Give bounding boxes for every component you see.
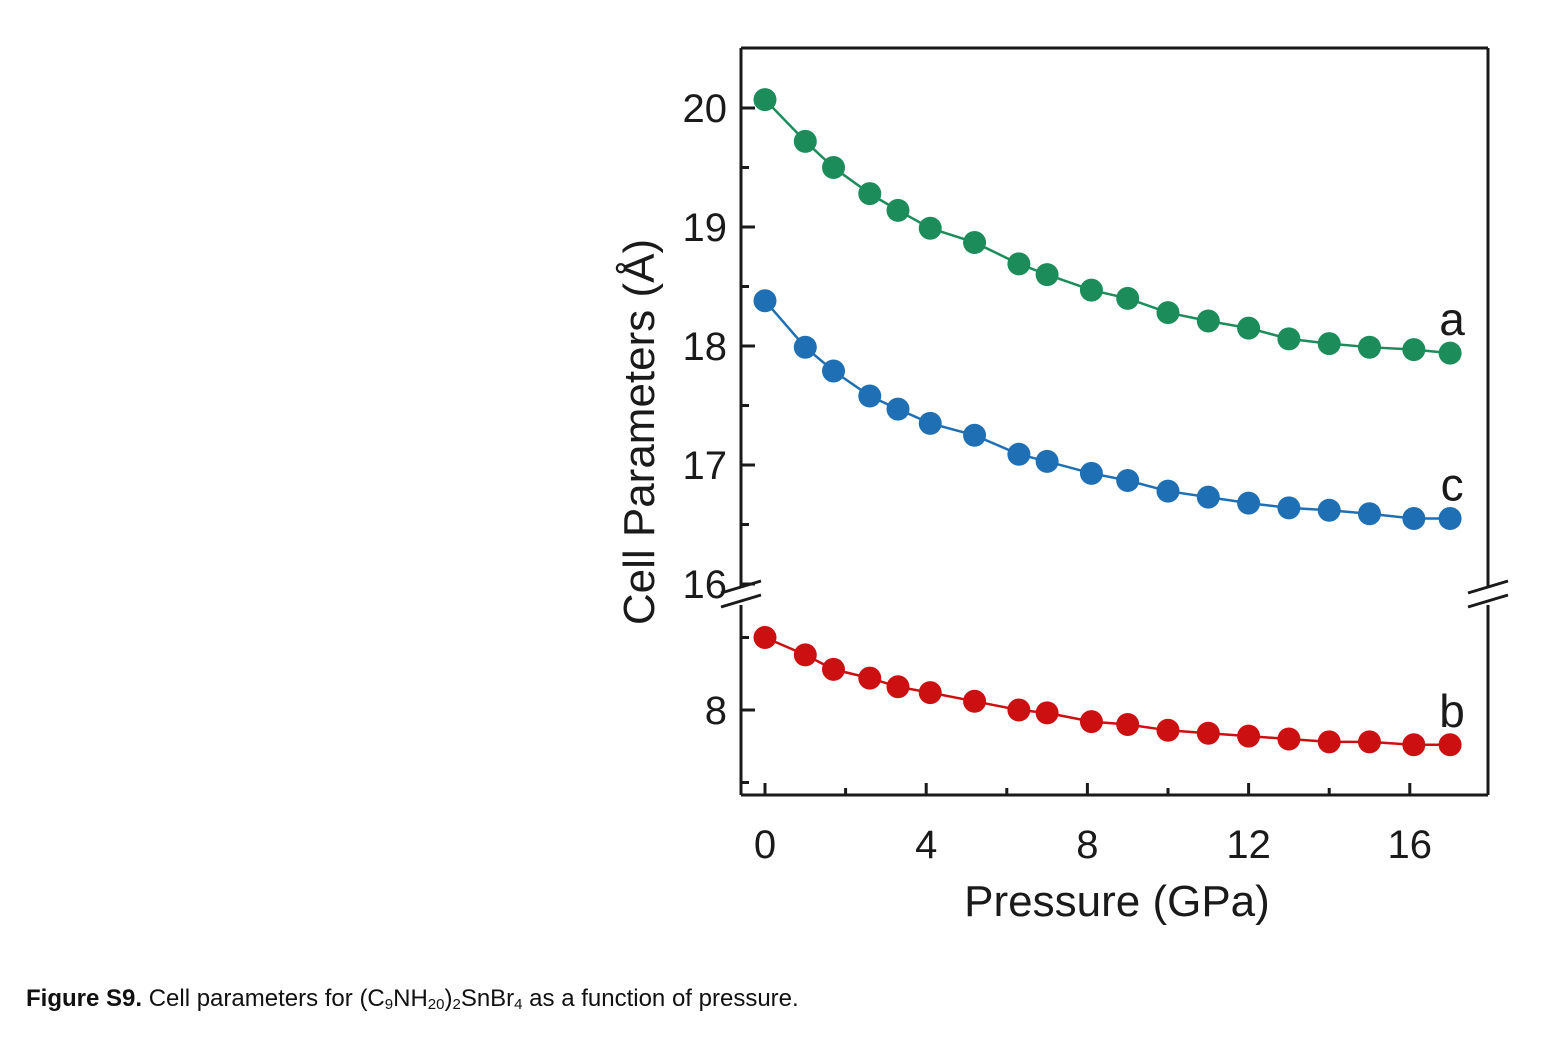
- data-point-b: [822, 657, 846, 681]
- x-tick-label: 8: [1076, 823, 1098, 867]
- data-point-a: [886, 198, 910, 222]
- caption-text: Cell parameters for (C: [142, 985, 385, 1012]
- data-point-a: [963, 230, 987, 254]
- data-point-c: [1116, 468, 1140, 492]
- data-point-a: [1402, 338, 1426, 362]
- series-label-a: a: [1439, 293, 1465, 345]
- plot-frame: [720, 46, 1509, 797]
- data-point-b: [1116, 713, 1140, 736]
- data-point-b: [1358, 730, 1381, 754]
- caption-sub: 9: [384, 996, 394, 1013]
- data-point-a: [1035, 263, 1059, 287]
- data-point-a: [1277, 327, 1301, 351]
- data-point-b: [858, 666, 882, 690]
- data-point-a: [918, 216, 942, 240]
- data-point-b: [1317, 730, 1341, 754]
- data-point-b: [1277, 727, 1301, 751]
- data-point-c: [858, 384, 882, 408]
- series-line-b: [764, 636, 1451, 747]
- data-point-c: [1317, 498, 1341, 522]
- data-point-b: [963, 689, 987, 713]
- caption-label: Figure S9.: [26, 985, 143, 1012]
- y-tick-label: 16: [683, 563, 728, 607]
- y-tick-label: 19: [683, 206, 728, 250]
- x-axis-title: Pressure (GPa): [964, 877, 1270, 926]
- series-label-c: c: [1441, 459, 1464, 511]
- data-point-a: [858, 182, 882, 206]
- data-point-a: [822, 156, 846, 179]
- series-line-a: [764, 98, 1451, 355]
- data-point-c: [1277, 496, 1301, 520]
- series-line-c: [764, 299, 1451, 520]
- axis-break-mark-right: [1467, 593, 1509, 609]
- data-point-b: [1035, 701, 1059, 725]
- series-layer: [753, 88, 1462, 757]
- data-point-c: [1438, 507, 1462, 531]
- x-tick-label: 4: [915, 823, 937, 867]
- data-point-a: [1156, 301, 1180, 325]
- data-point-b: [886, 675, 910, 699]
- data-point-a: [1196, 309, 1220, 333]
- y-axis-title: Cell Parameters (Å): [615, 239, 664, 625]
- data-point-c: [886, 397, 910, 421]
- data-point-c: [1035, 449, 1059, 473]
- data-point-b: [1237, 724, 1261, 748]
- caption-text: ): [444, 985, 453, 1012]
- x-tick-label: 12: [1226, 823, 1271, 867]
- y-tick-label: 18: [683, 325, 728, 369]
- data-point-c: [1007, 442, 1031, 466]
- tick-labels: 20 19 18 17 16 8 0 4 8 12 16 a c b: [683, 87, 1466, 867]
- data-point-a: [753, 88, 777, 112]
- data-point-a: [1317, 332, 1341, 356]
- caption-sub: 20: [427, 996, 445, 1013]
- data-point-a: [1358, 335, 1381, 359]
- data-point-b: [1402, 733, 1426, 757]
- data-point-a: [1237, 316, 1261, 340]
- data-point-c: [793, 335, 817, 359]
- data-point-c: [1358, 502, 1381, 526]
- data-point-c: [1237, 491, 1261, 515]
- caption-text: as a function of pressure.: [522, 985, 799, 1012]
- data-point-a: [793, 129, 817, 153]
- data-point-c: [753, 289, 777, 313]
- caption-sub: 2: [452, 996, 461, 1013]
- data-point-c: [918, 411, 942, 435]
- data-point-b: [918, 681, 942, 705]
- y-tick-label: 20: [683, 87, 728, 131]
- data-point-b: [1438, 733, 1462, 757]
- data-point-b: [1079, 710, 1103, 734]
- y-tick-label: 17: [683, 444, 728, 488]
- data-point-c: [1196, 485, 1220, 509]
- caption-sub: 4: [514, 996, 523, 1013]
- data-point-a: [1079, 278, 1103, 302]
- data-point-a: [1007, 252, 1031, 276]
- data-point-c: [963, 423, 987, 447]
- y-tick-label: 8: [705, 689, 727, 733]
- data-point-b: [753, 626, 777, 649]
- x-tick-label: 16: [1388, 823, 1433, 867]
- caption-text: NH: [393, 985, 428, 1012]
- data-point-c: [1402, 507, 1426, 531]
- caption-text: SnBr: [460, 985, 515, 1012]
- axis-ticks: [741, 106, 1412, 795]
- data-point-a: [1438, 341, 1462, 365]
- data-point-c: [1079, 461, 1103, 485]
- series-label-b: b: [1439, 685, 1465, 737]
- data-point-b: [1007, 698, 1031, 722]
- axis-break-mark-right: [1467, 579, 1509, 595]
- data-point-b: [793, 643, 817, 667]
- cell-parameters-chart: 20 19 18 17 16 8 0 4 8 12 16 a c b Pressure (GPa) Cel…: [615, 46, 1509, 926]
- data-point-b: [1196, 721, 1220, 745]
- x-tick-label: 0: [754, 823, 776, 867]
- data-point-c: [1156, 479, 1180, 503]
- data-point-b: [1156, 718, 1180, 742]
- data-point-a: [1116, 286, 1140, 310]
- figure-caption: Figure S9. Cell parameters for (C9NH20)2…: [26, 985, 799, 1013]
- axis-break-mark-left: [720, 593, 762, 609]
- data-point-c: [822, 359, 846, 383]
